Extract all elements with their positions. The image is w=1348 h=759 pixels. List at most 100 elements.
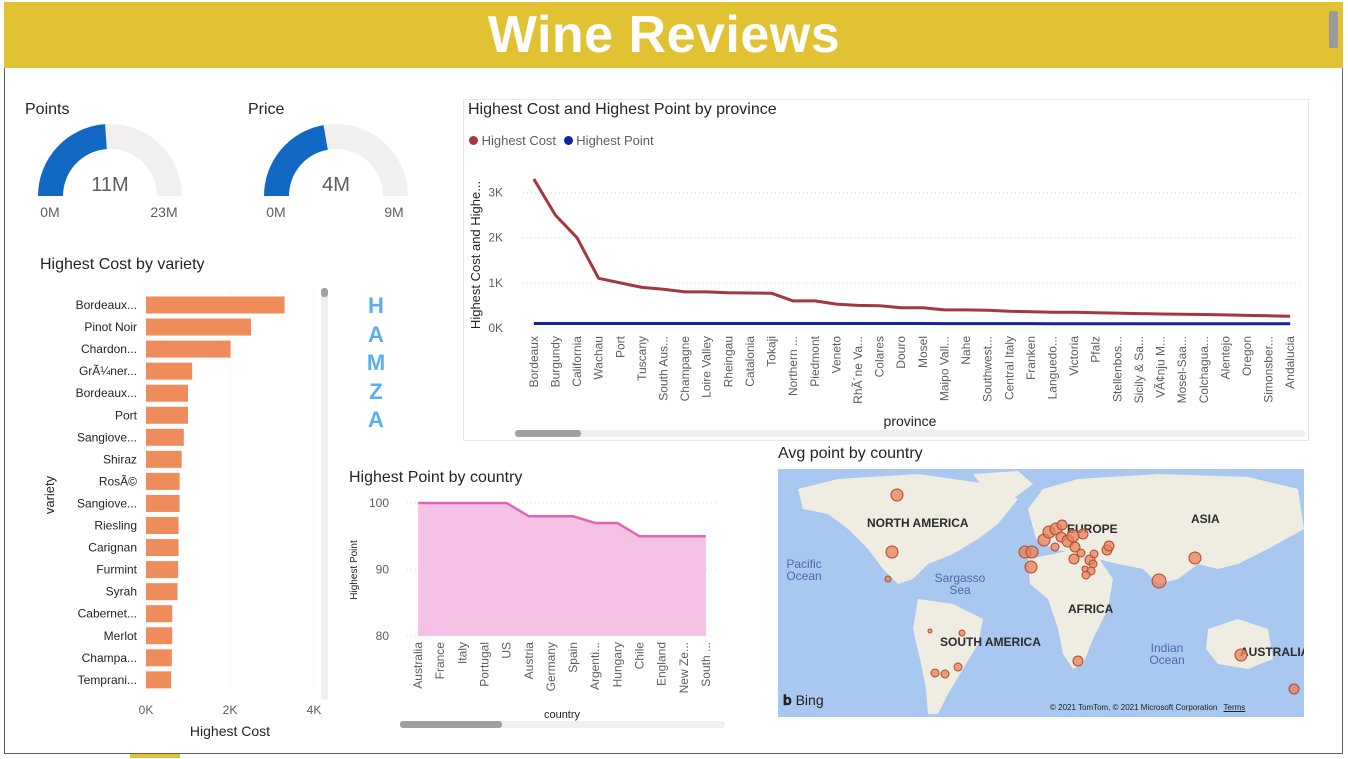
map-bubble[interactable]	[1234, 648, 1248, 662]
variety-bar-chart[interactable]: variety Highest Cost 0K 2K 4K Bordeaux... Pi…	[30, 280, 340, 742]
map-title: Avg point by country	[778, 445, 923, 462]
variety-bar[interactable]	[146, 450, 182, 468]
country-scroll-thumb[interactable]	[400, 721, 502, 728]
map-bubble[interactable]	[1069, 541, 1081, 553]
gauge-points-value: 11M	[91, 174, 128, 196]
map-bubble[interactable]	[1151, 573, 1167, 589]
country-area-chart[interactable]: Highest Point country 80 90 100 Australia Fr…	[345, 490, 730, 730]
province-scroll-thumb[interactable]	[515, 430, 581, 437]
variety-category-label: Bordeaux...	[76, 386, 137, 400]
variety-category-label: Sangiove...	[77, 496, 137, 510]
province-x-tick: Wachau	[592, 336, 606, 380]
variety-bar[interactable]	[146, 627, 173, 645]
province-x-tick: Northern ...	[786, 336, 800, 396]
variety-scroll-track[interactable]	[321, 288, 328, 700]
map-bubble[interactable]	[1025, 545, 1039, 559]
map-bubble[interactable]	[927, 628, 933, 634]
variety-bar[interactable]	[146, 494, 180, 512]
province-x-tick: Maipo Vall...	[937, 336, 951, 401]
variety-bar[interactable]	[146, 428, 184, 446]
map-bubble[interactable]	[1077, 528, 1089, 540]
gauge-price[interactable]: 4M 0M 9M	[256, 118, 416, 228]
legend-label-cost[interactable]: Highest Cost	[481, 133, 557, 148]
country-area-fill[interactable]	[418, 503, 706, 636]
bing-icon: 𝐛	[783, 692, 792, 708]
province-x-axis-title: province	[884, 413, 937, 429]
country-area-line[interactable]	[418, 501, 706, 538]
map-bubble[interactable]	[1066, 529, 1080, 543]
variety-bar[interactable]	[146, 362, 193, 380]
province-x-tick: Central Italy	[1002, 336, 1016, 400]
country-x-tick: Australia	[411, 642, 425, 689]
province-x-tick: Franken	[1024, 336, 1038, 380]
province-x-tick: VÃ¢nju M...	[1154, 336, 1168, 398]
province-line-chart[interactable]: Highest Cost and Highe... province 0K 1K 2…	[463, 150, 1309, 440]
map-bubble[interactable]	[884, 575, 892, 583]
variety-bar[interactable]	[146, 472, 180, 490]
map-bubble[interactable]	[1050, 542, 1060, 552]
map-bubble[interactable]	[1081, 565, 1089, 573]
variety-bar[interactable]	[146, 318, 251, 336]
page-scrollbar[interactable]	[1329, 11, 1338, 48]
variety-x-tick: 4K	[307, 703, 322, 717]
province-x-tick: Sicily & Sa...	[1132, 336, 1146, 403]
province-x-tick: Bordeaux	[527, 336, 541, 387]
map-bubble[interactable]	[885, 545, 899, 559]
variety-scroll-thumb[interactable]	[321, 288, 328, 297]
gauge-points[interactable]: 11M 0M 23M	[30, 118, 190, 228]
map-bubbles[interactable]	[778, 469, 1304, 717]
province-y-tick: 3K	[488, 186, 503, 200]
map-bubble[interactable]	[958, 629, 966, 637]
map-bubble[interactable]	[1089, 549, 1099, 559]
watermark-letter: H	[368, 293, 384, 318]
map-bubble[interactable]	[1103, 540, 1115, 552]
variety-bar[interactable]	[146, 605, 173, 623]
variety-category-label: Sangiove...	[77, 430, 137, 444]
legend-label-point[interactable]: Highest Point	[576, 133, 654, 148]
greenland-shape	[973, 471, 1033, 499]
map-bubble[interactable]	[1024, 560, 1038, 574]
variety-bar[interactable]	[146, 649, 172, 667]
variety-category-label: Temprani...	[78, 673, 137, 687]
series-line-highest-cost[interactable]	[532, 178, 1291, 318]
variety-y-axis-title: variety	[42, 475, 57, 514]
variety-bar[interactable]	[146, 340, 231, 358]
variety-bar[interactable]	[146, 296, 285, 314]
variety-bar[interactable]	[146, 539, 179, 557]
map-bubble[interactable]	[1072, 655, 1084, 667]
map-terms-link[interactable]: Terms	[1223, 703, 1246, 712]
map-bubble[interactable]	[890, 488, 904, 502]
variety-bar[interactable]	[146, 561, 179, 579]
country-map[interactable]: NORTH AMERICA EUROPE ASIA AFRICA SOUTH A…	[778, 469, 1304, 717]
map-bubble[interactable]	[1068, 553, 1080, 565]
province-x-tick: Pfalz	[1089, 336, 1103, 363]
map-ocean-sargasso: Sargasso Sea	[934, 571, 986, 597]
gauge-price-value: 4M	[322, 174, 350, 196]
province-scroll-track[interactable]	[515, 430, 1305, 437]
country-x-tick: Spain	[566, 642, 580, 673]
map-bubble[interactable]	[1188, 551, 1202, 565]
map-bubble[interactable]	[940, 669, 950, 679]
province-x-tick: Colares	[873, 336, 887, 377]
map-bubble[interactable]	[1288, 683, 1300, 695]
province-x-tick: Oregon	[1240, 336, 1254, 376]
country-y-tick: 90	[376, 563, 390, 577]
variety-bar[interactable]	[146, 384, 188, 402]
page-tab-indicator[interactable]	[130, 754, 180, 758]
map-bubble[interactable]	[930, 668, 940, 678]
variety-bar[interactable]	[146, 671, 172, 689]
province-x-tick: Champagne	[678, 336, 692, 402]
province-x-tick: Mosel-Saa...	[1175, 336, 1189, 403]
province-x-tick: Loire Valley	[700, 336, 714, 398]
map-bubble[interactable]	[953, 662, 963, 672]
country-x-tick: Italy	[455, 642, 469, 664]
province-legend: Highest Cost Highest Point	[469, 133, 654, 148]
map-copyright: © 2021 TomTom, © 2021 Microsoft Corporat…	[1050, 703, 1218, 712]
variety-category-label: GrÃ¼ner...	[79, 364, 137, 378]
map-bubble[interactable]	[1056, 519, 1068, 531]
variety-bar[interactable]	[146, 583, 178, 601]
variety-bar[interactable]	[146, 517, 179, 534]
map-bubble[interactable]	[1076, 548, 1086, 558]
variety-x-axis-title: Highest Cost	[190, 723, 270, 739]
variety-bar[interactable]	[146, 406, 188, 424]
